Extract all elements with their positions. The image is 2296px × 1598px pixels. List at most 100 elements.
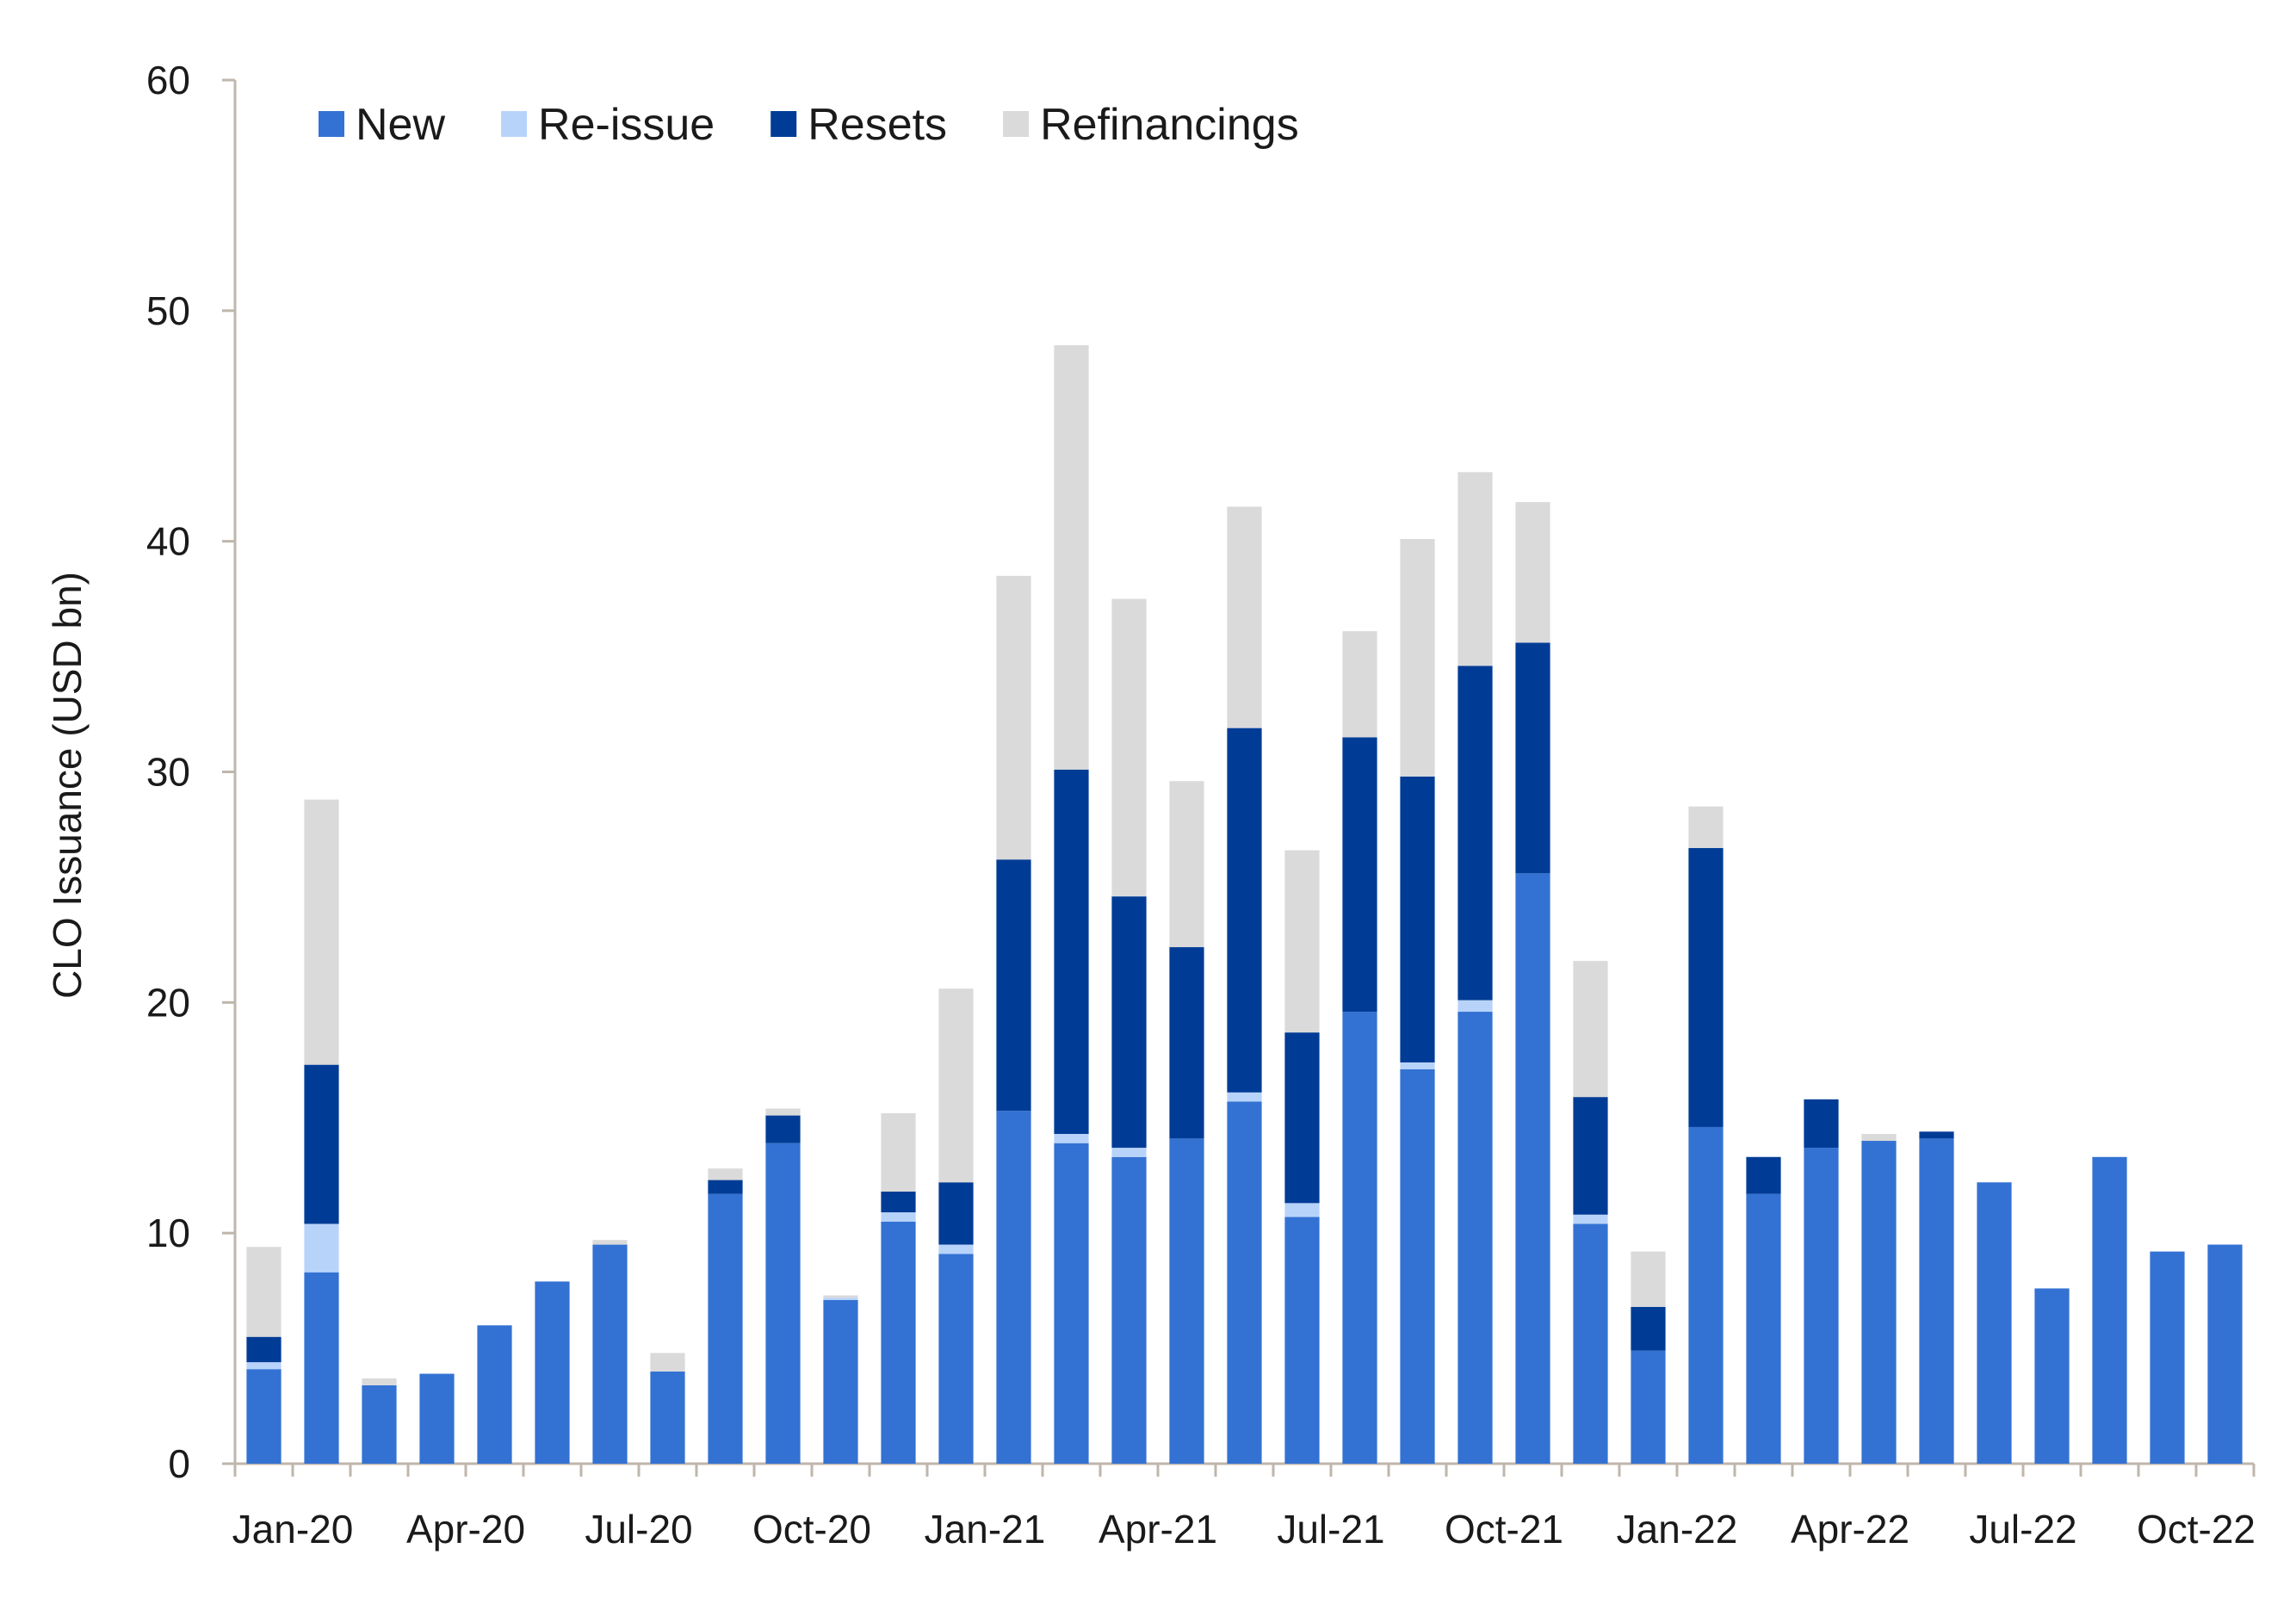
bar-refinancings-feb-22 — [1688, 806, 1724, 848]
bar-re-issue-jul-21 — [1284, 1203, 1320, 1217]
bar-new-feb-22 — [1688, 1126, 1724, 1464]
legend-label-refinancings: Refinancings — [1040, 100, 1299, 150]
bar-refinancings-dec-21 — [1573, 961, 1608, 1098]
bar-refinancings-nov-21 — [1515, 502, 1550, 643]
bar-new-feb-21 — [996, 1111, 1031, 1464]
bar-refinancings-dec-20 — [881, 1112, 916, 1192]
bar-resets-sep-21 — [1400, 776, 1435, 1062]
bar-new-apr-20 — [419, 1373, 455, 1464]
bar-new-jun-20 — [535, 1281, 570, 1464]
bar-re-issue-jun-21 — [1227, 1092, 1262, 1102]
bar-resets-dec-21 — [1573, 1097, 1608, 1215]
bar-refinancings-feb-21 — [996, 575, 1031, 860]
x-tick-label: Oct-20 — [752, 1507, 871, 1552]
bar-new-mar-22 — [1746, 1193, 1781, 1464]
bar-new-sep-22 — [2092, 1156, 2127, 1464]
bar-new-mar-20 — [362, 1384, 397, 1464]
bar-re-issue-nov-20 — [823, 1298, 858, 1300]
bar-new-jun-21 — [1227, 1101, 1262, 1464]
bar-resets-oct-21 — [1457, 666, 1493, 1000]
bar-resets-jun-21 — [1227, 728, 1262, 1093]
bar-resets-feb-20 — [304, 1064, 339, 1224]
bar-new-oct-20 — [765, 1143, 801, 1464]
bar-resets-aug-21 — [1342, 737, 1377, 1013]
y-tick-label: 50 — [146, 288, 190, 333]
bar-new-sep-20 — [708, 1193, 743, 1464]
legend-label-re-issue: Re-issue — [538, 100, 715, 150]
bar-resets-jan-21 — [938, 1182, 974, 1245]
bar-refinancings-mar-21 — [1054, 345, 1089, 770]
bar-new-nov-20 — [823, 1299, 858, 1464]
y-tick-label: 0 — [168, 1441, 190, 1486]
bar-new-nov-21 — [1515, 873, 1550, 1464]
bar-new-jul-21 — [1284, 1217, 1320, 1464]
bar-re-issue-oct-21 — [1457, 1000, 1493, 1013]
bar-refinancings-oct-21 — [1457, 472, 1493, 666]
bar-new-nov-22 — [2207, 1244, 2243, 1464]
bar-refinancings-sep-20 — [708, 1168, 743, 1180]
bar-refinancings-may-22 — [1861, 1134, 1897, 1142]
bar-resets-feb-22 — [1688, 847, 1724, 1127]
bar-resets-jun-22 — [1919, 1131, 1954, 1139]
bar-resets-may-21 — [1169, 947, 1204, 1139]
bar-new-jul-22 — [1977, 1182, 2012, 1464]
bar-re-issue-jan-21 — [938, 1244, 974, 1254]
legend-label-new: New — [356, 100, 445, 150]
legend-swatch-refinancings — [1003, 111, 1030, 137]
bar-refinancings-jan-21 — [938, 988, 974, 1183]
bar-new-may-22 — [1861, 1141, 1897, 1464]
bar-refinancings-aug-21 — [1342, 631, 1377, 738]
bar-refinancings-jan-22 — [1631, 1251, 1666, 1307]
bar-refinancings-feb-20 — [304, 799, 339, 1065]
bar-resets-oct-20 — [765, 1115, 801, 1143]
bar-re-issue-feb-20 — [304, 1223, 339, 1273]
bars — [246, 345, 2243, 1464]
bar-resets-mar-22 — [1746, 1156, 1781, 1194]
bar-resets-nov-21 — [1515, 642, 1550, 874]
bar-new-oct-22 — [2150, 1251, 2185, 1464]
bar-new-apr-22 — [1804, 1148, 1839, 1464]
x-tick-label: Apr-20 — [406, 1507, 525, 1552]
bar-refinancings-mar-20 — [362, 1378, 397, 1385]
bar-new-jan-22 — [1631, 1350, 1666, 1464]
bar-new-jun-22 — [1919, 1138, 1954, 1464]
bar-new-may-20 — [477, 1325, 512, 1464]
x-tick-label: Jul-21 — [1277, 1507, 1384, 1552]
x-tick-label: Jul-20 — [585, 1507, 692, 1552]
y-tick-label: 30 — [146, 750, 190, 795]
bar-resets-apr-21 — [1111, 896, 1147, 1149]
bar-refinancings-apr-21 — [1111, 598, 1147, 897]
bar-new-apr-21 — [1111, 1156, 1147, 1464]
bar-refinancings-jun-21 — [1227, 506, 1262, 728]
y-tick-label: 10 — [146, 1211, 190, 1255]
bar-new-jan-21 — [938, 1254, 974, 1464]
bar-refinancings-nov-20 — [823, 1295, 858, 1298]
bar-re-issue-jan-20 — [246, 1362, 282, 1370]
bar-new-aug-21 — [1342, 1012, 1377, 1464]
bar-new-dec-21 — [1573, 1223, 1608, 1464]
bar-re-issue-apr-21 — [1111, 1148, 1147, 1157]
bar-new-jan-20 — [246, 1369, 282, 1464]
bar-re-issue-mar-21 — [1054, 1134, 1089, 1143]
y-tick-label: 40 — [146, 519, 190, 564]
bar-re-issue-dec-20 — [881, 1212, 916, 1222]
x-tick-label: Jan-20 — [232, 1507, 354, 1552]
legend: New Re-issue Resets Refinancings — [319, 100, 1299, 150]
bar-new-sep-21 — [1400, 1069, 1435, 1464]
bar-re-issue-sep-21 — [1400, 1062, 1435, 1069]
bar-resets-apr-22 — [1804, 1099, 1839, 1149]
bar-new-dec-20 — [881, 1221, 916, 1464]
bar-refinancings-oct-20 — [765, 1108, 801, 1116]
x-tick-label: Jan-21 — [925, 1507, 1046, 1552]
x-tick-label: Apr-21 — [1098, 1507, 1217, 1552]
bar-resets-dec-20 — [881, 1191, 916, 1213]
legend-swatch-re-issue — [501, 111, 528, 137]
bar-re-issue-dec-21 — [1573, 1214, 1608, 1224]
x-tick-label: Oct-21 — [1445, 1507, 1563, 1552]
legend-swatch-new — [319, 111, 344, 137]
bar-new-may-21 — [1169, 1138, 1204, 1464]
bar-resets-jan-20 — [246, 1336, 282, 1363]
x-tick-label: Jan-22 — [1617, 1507, 1738, 1552]
bar-resets-sep-20 — [708, 1180, 743, 1194]
